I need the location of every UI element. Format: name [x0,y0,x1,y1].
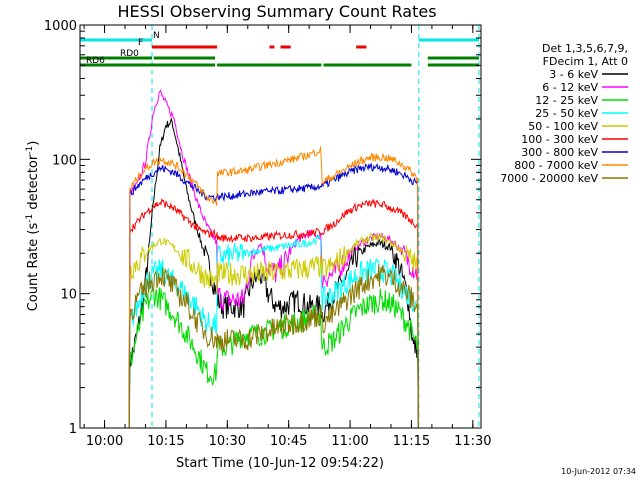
legend-header-0: Det 1,3,5,6,7,9, [542,42,628,55]
y-tick-label-2: 100 [52,153,77,168]
night-boundaries [79,25,480,428]
flag-label-n: N [153,31,160,41]
y-axis-label-sup: -1 [25,214,35,223]
y-axis: 1 10 100 1000 [44,19,481,437]
x-tick-label-2: 10:30 [209,434,246,449]
legend-label-3: 25 - 50 keV [535,107,598,120]
legend-label-5: 100 - 300 keV [521,133,598,146]
y-axis-label-end: ) [26,141,41,146]
y-tick-label-0: 1 [69,422,77,437]
legend-label-6: 300 - 800 keV [521,146,598,159]
series-line-4 [128,233,419,428]
series-line-5 [128,197,419,428]
series-line-0 [128,117,419,428]
y-axis-label-sup2: -1 [25,146,35,155]
series-line-8 [128,264,419,428]
x-tick-label-3: 10:45 [270,434,307,449]
flag-label-rd0: RD0 [120,49,139,59]
x-axis-label: Start Time (10-Jun-12 09:54:22) [176,456,384,471]
x-tick-label-5: 11:15 [393,434,430,449]
y-axis-label: Count Rate (s-1 detector-1) [25,141,41,312]
x-tick-label-4: 11:00 [331,434,368,449]
x-tick-label-1: 10:15 [147,434,184,449]
legend-label-2: 12 - 25 keV [535,94,598,107]
legend-label-4: 50 - 100 keV [528,120,598,133]
legend-header-1: FDecim 1, Att 0 [543,55,628,68]
flag-label-rd6: RD6 [86,56,105,66]
legend-label-0: 3 - 6 keV [549,68,598,81]
legend-label-1: 6 - 12 keV [542,81,598,94]
x-tick-label-0: 10:00 [86,434,123,449]
y-tick-label-1: 10 [60,288,77,303]
x-tick-label-6: 11:30 [454,434,491,449]
legend-label-7: 800 - 7000 keV [514,159,598,172]
y-axis-label-main: Count Rate (s [26,223,41,312]
timestamp: 10-Jun-2012 07:34 [561,467,636,476]
y-tick-label-3: 1000 [44,19,77,34]
series-line-2 [128,287,419,428]
legend-label-8: 7000 - 20000 keV [500,172,598,185]
legend: Det 1,3,5,6,7,9,FDecim 1, Att 03 - 6 keV… [500,42,628,185]
flag-label-f: F [138,38,143,48]
series-line-1 [128,89,419,428]
series-group [128,89,419,428]
chart-title: HESSI Observing Summary Count Rates [117,2,436,21]
plot-frame [79,24,482,429]
y-axis-label-mid: detector [26,154,41,214]
series-line-6 [128,163,419,428]
series-line-7 [128,146,419,428]
x-axis: 10:00 10:15 10:30 10:45 11:00 11:15 11:30 [83,25,492,449]
